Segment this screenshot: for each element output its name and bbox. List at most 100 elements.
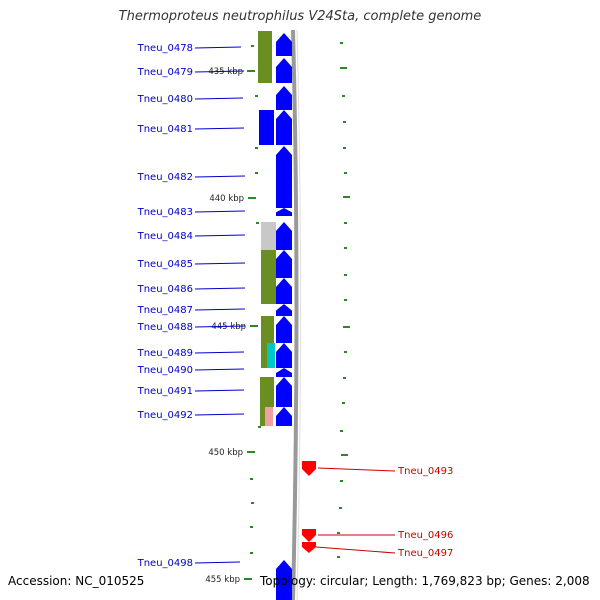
forward-gene-label: Tneu_0480 xyxy=(137,94,193,105)
forward-gene-arrow xyxy=(276,560,292,600)
minor-tick xyxy=(344,351,347,353)
label-leader-line xyxy=(194,351,245,354)
cog-block xyxy=(267,343,275,368)
minor-tick xyxy=(342,402,345,404)
minor-tick xyxy=(344,172,347,174)
label-leader-line xyxy=(194,175,246,178)
cog-block xyxy=(258,31,272,83)
minor-tick xyxy=(344,247,347,249)
forward-gene-label: Tneu_0490 xyxy=(137,365,193,376)
minor-tick xyxy=(250,526,253,528)
minor-tick xyxy=(250,478,253,480)
label-leader-line xyxy=(194,413,245,416)
label-leader-line xyxy=(194,234,246,237)
forward-gene-label: Tneu_0498 xyxy=(137,558,193,569)
minor-tick xyxy=(255,147,258,149)
major-tick xyxy=(341,454,348,456)
forward-gene-label: Tneu_0486 xyxy=(137,284,193,295)
minor-tick xyxy=(337,532,340,534)
reverse-gene-label: Tneu_0497 xyxy=(397,548,453,559)
major-tick xyxy=(250,325,258,327)
accession-text: Accession: NC_010525 xyxy=(8,574,145,588)
cog-block xyxy=(265,407,273,426)
scale-label: 450 kbp xyxy=(208,448,243,458)
label-leader-line xyxy=(315,546,396,554)
cog-block xyxy=(261,343,267,368)
forward-gene-arrow xyxy=(276,86,292,110)
forward-gene-label: Tneu_0482 xyxy=(137,172,193,183)
label-leader-line xyxy=(194,46,242,49)
scale-label: 435 kbp xyxy=(208,67,243,77)
forward-gene-label: Tneu_0488 xyxy=(137,322,193,333)
forward-gene-label: Tneu_0478 xyxy=(137,43,193,54)
minor-tick xyxy=(256,222,259,224)
minor-tick xyxy=(344,299,347,301)
cog-block xyxy=(260,407,265,426)
minor-tick xyxy=(337,556,340,558)
label-leader-line xyxy=(194,308,246,311)
minor-tick xyxy=(340,480,343,482)
label-leader-line xyxy=(194,325,246,328)
reverse-gene-label: Tneu_0493 xyxy=(397,466,453,477)
minor-tick xyxy=(251,45,254,47)
minor-tick xyxy=(344,222,347,224)
forward-gene-arrow xyxy=(276,304,292,316)
forward-gene-arrow xyxy=(276,407,292,426)
cog-block xyxy=(261,316,274,343)
label-leader-line xyxy=(194,561,241,564)
minor-tick xyxy=(258,426,261,428)
major-tick xyxy=(247,451,255,453)
reverse-gene-arrow xyxy=(302,461,316,476)
forward-gene-label: Tneu_0492 xyxy=(137,410,193,421)
map-title: Thermoproteus neutrophilus V24Sta, compl… xyxy=(118,9,482,24)
forward-gene-arrow xyxy=(276,316,292,343)
label-leader-line xyxy=(194,262,246,265)
minor-tick xyxy=(250,552,253,554)
label-leader-line xyxy=(194,287,246,290)
label-leader-line xyxy=(194,389,245,392)
genome-summary-text: Topology: circular; Length: 1,769,823 bp… xyxy=(260,574,590,588)
minor-tick xyxy=(251,502,254,504)
genome-backbone-inner xyxy=(296,29,301,600)
cog-block xyxy=(261,250,276,304)
minor-tick xyxy=(342,95,345,97)
reverse-gene-label: Tneu_0496 xyxy=(397,530,453,541)
minor-tick xyxy=(340,430,343,432)
forward-gene-label: Tneu_0483 xyxy=(137,207,193,218)
major-tick xyxy=(244,578,252,580)
forward-gene-label: Tneu_0485 xyxy=(137,259,193,270)
minor-tick xyxy=(343,121,346,123)
forward-gene-arrow xyxy=(276,110,292,145)
forward-gene-arrow xyxy=(276,58,292,83)
label-leader-line xyxy=(194,70,245,73)
forward-gene-label: Tneu_0489 xyxy=(137,348,193,359)
forward-gene-label: Tneu_0481 xyxy=(137,124,193,135)
minor-tick xyxy=(344,274,347,276)
label-leader-line xyxy=(317,467,396,472)
cog-block xyxy=(260,377,274,407)
forward-gene-arrow xyxy=(276,368,292,377)
label-leader-line xyxy=(194,127,245,130)
major-tick xyxy=(248,197,256,199)
forward-gene-arrow xyxy=(276,377,292,407)
reverse-gene-arrow xyxy=(302,542,316,553)
scale-label: 440 kbp xyxy=(209,194,244,204)
major-tick xyxy=(247,70,255,72)
cog-block xyxy=(259,110,274,145)
major-tick xyxy=(343,196,350,198)
minor-tick xyxy=(339,507,342,509)
major-tick xyxy=(343,326,350,328)
forward-gene-arrow xyxy=(276,222,292,250)
forward-gene-arrow xyxy=(276,250,292,278)
major-tick xyxy=(340,67,347,69)
scale-label: 455 kbp xyxy=(205,575,240,585)
minor-tick xyxy=(343,377,346,379)
label-leader-line xyxy=(194,368,245,371)
label-leader-line xyxy=(194,97,244,100)
genome-backbone xyxy=(291,29,299,600)
forward-gene-arrow xyxy=(276,33,292,56)
forward-gene-label: Tneu_0479 xyxy=(137,67,193,78)
reverse-gene-arrow xyxy=(302,529,316,542)
minor-tick xyxy=(343,147,346,149)
